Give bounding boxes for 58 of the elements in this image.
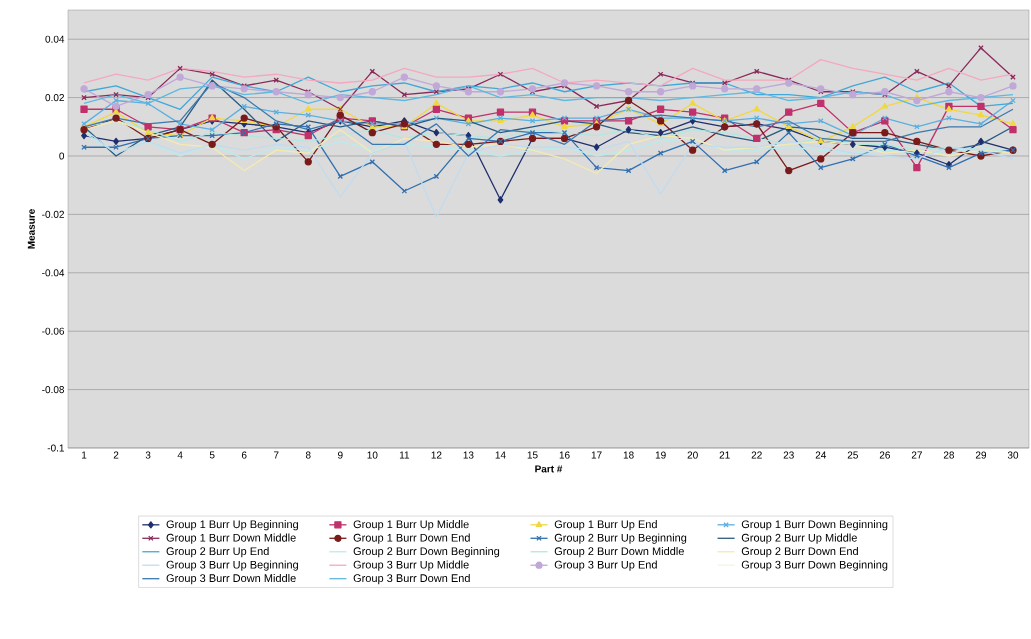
legend-label: Group 2 Burr Down Middle — [554, 547, 684, 558]
y-tick-label: -0.06 — [42, 327, 65, 335]
legend-label: Group 2 Burr Up End — [166, 547, 269, 558]
x-tick-label: 28 — [943, 451, 955, 459]
x-tick-label: 22 — [751, 451, 762, 459]
x-tick-label: 10 — [367, 451, 378, 459]
x-tick-label: 15 — [527, 451, 538, 459]
x-tick-label: 4 — [177, 451, 183, 459]
x-tick-label: 29 — [975, 451, 987, 459]
legend-label: Group 3 Burr Up Middle — [353, 560, 469, 571]
x-tick-label: 3 — [145, 451, 151, 459]
x-tick-label: 25 — [847, 451, 858, 459]
y-tick-label: 0 — [59, 152, 65, 160]
x-tick-label: 21 — [719, 451, 730, 459]
y-tick-label: 0.02 — [45, 94, 64, 102]
legend-label: Group 2 Burr Up Beginning — [554, 533, 687, 544]
y-tick-label: -0.1 — [47, 444, 64, 452]
x-tick-label: 23 — [783, 451, 794, 459]
x-tick-label: 1 — [82, 451, 87, 459]
x-tick-label: 30 — [1007, 451, 1019, 459]
x-axis-title: Part # — [535, 465, 563, 473]
legend-label: Group 1 Burr Down Middle — [166, 533, 296, 544]
legend-label: Group 3 Burr Up Beginning — [166, 560, 298, 571]
x-tick-label: 7 — [273, 451, 279, 459]
x-tick-label: 6 — [241, 451, 247, 459]
legend-label: Group 1 Burr Down Beginning — [741, 520, 888, 531]
y-tick-label: -0.08 — [42, 386, 65, 394]
legend-label: Group 1 Burr Up Beginning — [166, 520, 298, 531]
legend-label: Group 3 Burr Down End — [353, 573, 470, 585]
x-tick-label: 27 — [911, 451, 922, 459]
x-tick-label: 20 — [687, 451, 698, 459]
x-tick-label: 9 — [337, 451, 343, 459]
x-tick-label: 26 — [879, 451, 890, 459]
legend-label: Group 1 Burr Up End — [554, 520, 657, 531]
legend-label: Group 3 Burr Down Beginning — [741, 560, 888, 571]
x-tick-label: 18 — [623, 451, 634, 459]
legend-label: Group 1 Burr Down End — [353, 533, 470, 544]
y-tick-label: 0.04 — [45, 35, 65, 43]
legend-label: Group 2 Burr Up Middle — [741, 533, 857, 544]
x-tick-label: 5 — [209, 451, 215, 459]
y-tick-label: -0.04 — [42, 269, 65, 277]
x-tick-label: 12 — [431, 451, 442, 459]
legend-label: Group 3 Burr Down Middle — [166, 573, 296, 585]
legend-label: Group 2 Burr Down Beginning — [353, 547, 500, 558]
legend-label: Group 3 Burr Up End — [554, 560, 657, 571]
legend-label: Group 1 Burr Up Middle — [353, 520, 469, 531]
x-tick-label: 14 — [495, 451, 506, 459]
x-tick-label: 16 — [559, 451, 570, 459]
x-tick-label: 2 — [113, 451, 119, 459]
x-tick-label: 19 — [655, 451, 666, 459]
legend-label: Group 2 Burr Down End — [741, 547, 858, 558]
x-tick-label: 17 — [591, 451, 602, 459]
x-tick-label: 24 — [815, 451, 827, 459]
y-axis-title: Measure — [27, 209, 35, 249]
x-tick-label: 13 — [463, 451, 474, 459]
x-tick-label: 11 — [399, 451, 410, 459]
y-tick-label: -0.02 — [42, 210, 64, 218]
x-tick-label: 8 — [305, 451, 311, 459]
